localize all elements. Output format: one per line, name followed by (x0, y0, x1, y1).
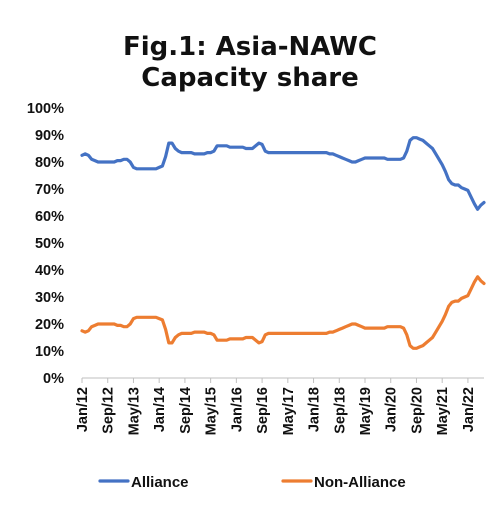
y-tick-label: 20% (35, 317, 64, 333)
x-tick-label: Jan/16 (229, 387, 245, 432)
x-tick-label: Jan/18 (307, 387, 323, 432)
y-axis-ticks: 0% 10% 20% 30% 40% 50% 60% 70% 80% 90% 100% (27, 101, 64, 387)
legend-label-non-alliance: Non-Alliance (314, 474, 406, 491)
y-tick-label: 90% (35, 128, 64, 144)
x-tick-label: Jan/12 (75, 387, 91, 432)
y-tick-label: 10% (35, 344, 64, 360)
y-tick-label: 50% (35, 236, 64, 252)
series-line-alliance (80, 136, 486, 211)
legend-label-alliance: Alliance (131, 474, 189, 491)
x-tick-label: Jan/20 (384, 387, 400, 432)
y-tick-label: 60% (35, 209, 64, 225)
x-tick-label: May/15 (204, 387, 220, 435)
x-tick-label: Sep/20 (409, 387, 425, 434)
series-line-non-alliance (80, 275, 486, 350)
x-tick-label: Jan/22 (461, 387, 477, 432)
x-tick-label: Sep/16 (255, 387, 271, 434)
x-tick-label: May/17 (281, 387, 297, 435)
y-tick-label: 80% (35, 155, 64, 171)
x-tick-label: Jan/14 (152, 387, 168, 432)
y-tick-label: 0% (43, 371, 64, 387)
x-tick-label: Sep/14 (178, 387, 194, 434)
x-tick-label: May/13 (126, 387, 142, 435)
y-tick-label: 40% (35, 263, 64, 279)
legend: Alliance Non-Alliance (98, 474, 406, 491)
y-tick-label: 70% (35, 182, 64, 198)
series-lines (80, 136, 486, 350)
x-tick-label: Sep/12 (101, 387, 117, 434)
y-tick-label: 100% (27, 101, 64, 117)
chart-subtitle: Capacity share (141, 63, 359, 93)
x-tick-label: Sep/18 (332, 387, 348, 434)
x-tick-label: May/19 (358, 387, 374, 435)
x-tick-label: May/21 (435, 387, 451, 435)
chart-title: Fig.1: Asia-NAWC (123, 32, 377, 62)
y-tick-label: 30% (35, 290, 64, 306)
x-axis-ticks: Jan/12 Sep/12 May/13 Jan/14 Sep/14 May/15 Jan/… (75, 378, 477, 435)
